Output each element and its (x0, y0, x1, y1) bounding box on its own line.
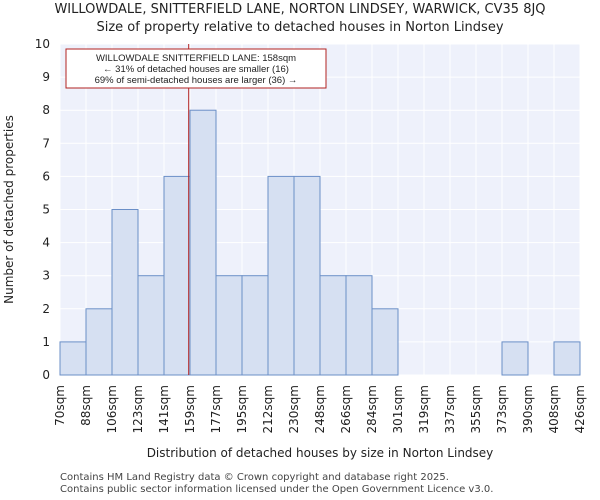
bar-408sqm (553, 341, 581, 376)
bar-373sqm (501, 341, 529, 376)
x-tick-label: 106sqm (105, 385, 119, 433)
x-tick-label: 230sqm (287, 385, 301, 433)
bar-230sqm (293, 175, 321, 376)
bar-88sqm (85, 308, 113, 376)
footer-line-1: Contains HM Land Registry data © Crown c… (60, 472, 449, 483)
y-tick-label: 0 (42, 368, 50, 382)
bar-123sqm (137, 275, 165, 376)
y-tick-label: 2 (42, 302, 50, 316)
annotation-line-1: WILLOWDALE SNITTERFIELD LANE: 158sqm (96, 53, 296, 64)
x-tick-label: 88sqm (79, 385, 93, 426)
bars (59, 109, 581, 376)
chart-subtitle: Size of property relative to detached ho… (96, 20, 504, 35)
x-tick-label: 337sqm (443, 385, 457, 433)
y-tick-label: 3 (42, 269, 50, 283)
chart-title: WILLOWDALE, SNITTERFIELD LANE, NORTON LI… (54, 2, 546, 17)
x-tick-label: 159sqm (183, 385, 197, 433)
x-axis-label: Distribution of detached houses by size … (147, 446, 494, 460)
y-tick-label: 4 (42, 236, 50, 250)
footer-line-2: Contains public sector information licen… (60, 484, 494, 495)
bar-248sqm (319, 275, 347, 376)
x-tick-label: 319sqm (417, 385, 431, 433)
x-tick-label: 390sqm (521, 385, 535, 433)
bar-284sqm (371, 308, 399, 376)
x-axis-ticks: 70sqm 88sqm 106sqm 123sqm 141sqm 159sqm 177sqm… (53, 385, 587, 433)
x-tick-label: 355sqm (469, 385, 483, 433)
x-tick-label: 408sqm (547, 385, 561, 433)
x-tick-label: 301sqm (391, 385, 405, 433)
bar-266sqm (345, 275, 373, 376)
x-tick-label: 141sqm (157, 385, 171, 433)
y-tick-label: 7 (42, 136, 50, 150)
y-axis-ticks: 0 1 2 3 4 5 6 7 8 9 10 (35, 37, 50, 382)
bar-195sqm (241, 275, 269, 376)
bar-159sqm (189, 109, 217, 376)
bar-141sqm (163, 175, 191, 376)
x-tick-label: 284sqm (365, 385, 379, 433)
x-tick-label: 266sqm (339, 385, 353, 433)
y-tick-label: 10 (35, 37, 50, 51)
y-tick-label: 1 (42, 335, 50, 349)
bar-70sqm (59, 341, 87, 376)
x-tick-label: 70sqm (53, 385, 67, 426)
y-tick-label: 8 (42, 103, 50, 117)
x-tick-label: 426sqm (573, 385, 587, 433)
x-tick-label: 195sqm (235, 385, 249, 433)
y-tick-label: 5 (42, 203, 50, 217)
x-tick-label: 373sqm (495, 385, 509, 433)
annotation-line-3: 69% of semi-detached houses are larger (… (95, 75, 298, 86)
x-tick-label: 248sqm (313, 385, 327, 433)
bar-212sqm (267, 175, 295, 376)
y-tick-label: 9 (42, 70, 50, 84)
bar-106sqm (111, 209, 139, 376)
y-axis-label: Number of detached properties (2, 115, 16, 304)
bar-177sqm (215, 275, 243, 376)
y-tick-label: 6 (42, 169, 50, 183)
annotation-line-2: ← 31% of detached houses are smaller (16… (103, 64, 289, 75)
x-tick-label: 123sqm (131, 385, 145, 433)
x-tick-label: 212sqm (261, 385, 275, 433)
x-tick-label: 177sqm (209, 385, 223, 433)
annotation-box: WILLOWDALE SNITTERFIELD LANE: 158sqm ← 3… (65, 48, 327, 89)
